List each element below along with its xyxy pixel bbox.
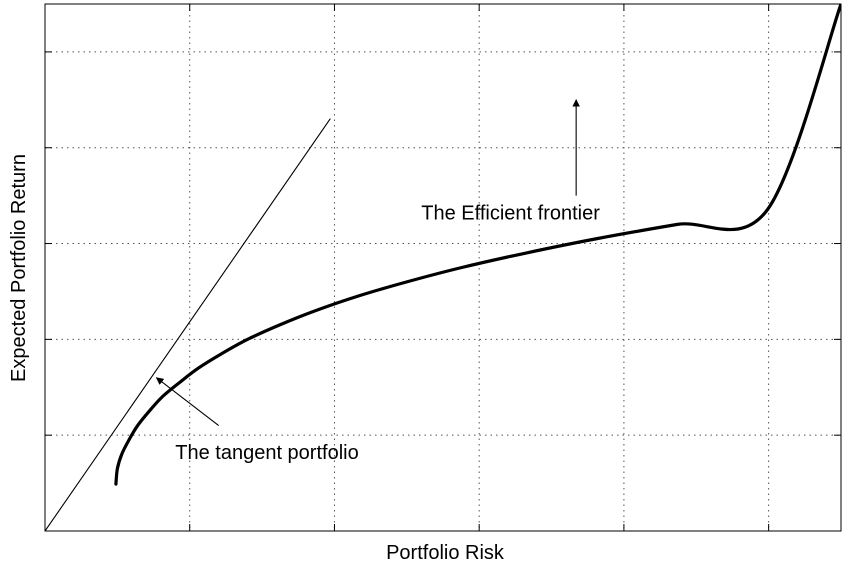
axis-ticks <box>44 3 842 532</box>
tangent-portfolio-annotation: The tangent portfolio <box>175 442 358 464</box>
x-axis-label: Portfolio Risk <box>386 542 505 564</box>
annotations: The Efficient frontier The tangent portfo… <box>155 99 600 464</box>
efficient-frontier-annotation: The Efficient frontier <box>421 203 600 225</box>
grid-lines <box>45 4 841 531</box>
plot-frame <box>44 3 842 532</box>
tangent-line-line <box>45 118 331 531</box>
tangent-portfolio-arrow <box>155 377 220 427</box>
y-axis-label: Expected Portfolio Return <box>8 154 30 382</box>
efficient-frontier-line <box>114 4 841 486</box>
series-layer <box>45 4 841 531</box>
